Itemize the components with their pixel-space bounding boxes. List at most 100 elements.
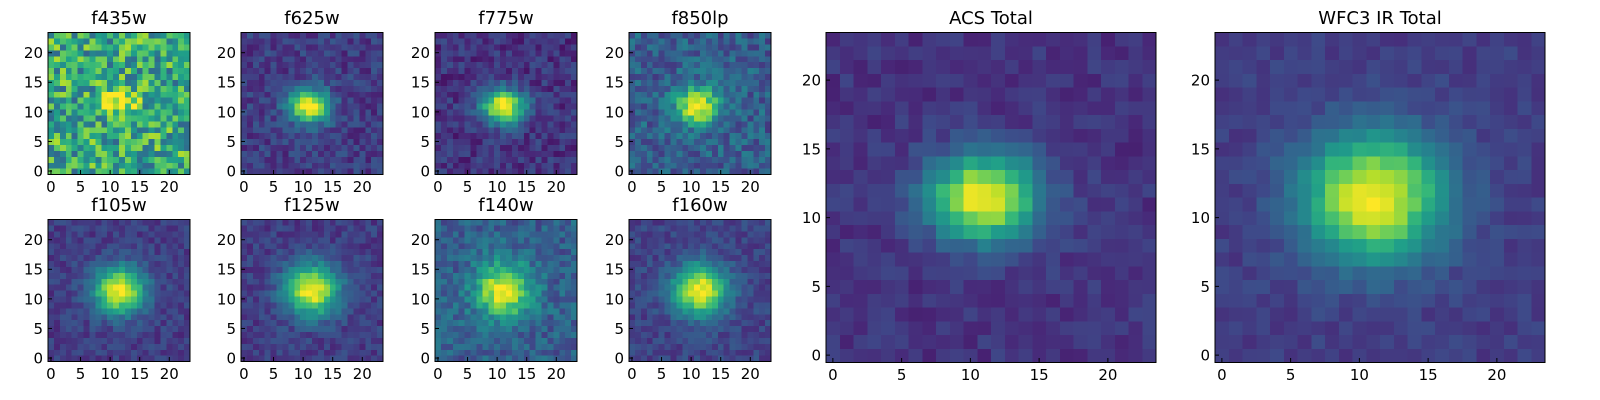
heatmap-cell: [658, 91, 666, 98]
heatmap-cell: [759, 126, 766, 134]
heatmap-cell: [89, 108, 96, 116]
heatmap-cell: [511, 108, 519, 116]
heatmap-cell: [276, 162, 284, 169]
heatmap-cell: [300, 108, 307, 116]
heatmap-cell: [446, 126, 454, 134]
heatmap-cell: [688, 290, 695, 297]
heatmap-cell: [353, 114, 360, 122]
heatmap-cell: [59, 313, 67, 321]
heatmap-cell: [711, 132, 719, 140]
heatmap-cell: [258, 144, 266, 151]
heatmap-cell: [276, 260, 284, 267]
heatmap-cell: [288, 150, 295, 157]
heatmap-cell: [264, 337, 272, 344]
heatmap-cell: [95, 73, 102, 80]
heatmap-cell: [258, 290, 266, 297]
heatmap-cell: [89, 301, 96, 309]
heatmap-cell: [178, 230, 185, 238]
heatmap-cell: [476, 79, 483, 86]
heatmap-cell: [130, 103, 138, 110]
heatmap-cell: [1032, 334, 1047, 349]
heatmap-cell: [452, 325, 460, 333]
heatmap-cell: [178, 325, 185, 333]
heatmap-cell: [335, 162, 343, 169]
heatmap-cell: [646, 132, 654, 140]
heatmap-cell: [83, 85, 91, 92]
heatmap-cell: [323, 55, 331, 63]
heatmap-cell: [48, 73, 55, 80]
heatmap-cell: [95, 254, 102, 262]
heatmap-cell: [500, 61, 507, 69]
heatmap-cell: [452, 290, 460, 297]
heatmap-cell: [529, 224, 537, 232]
heatmap-cell: [664, 43, 672, 51]
heatmap-cell: [113, 242, 120, 250]
heatmap-cell: [377, 79, 384, 86]
heatmap-cell: [300, 224, 307, 232]
heatmap-cell: [723, 55, 731, 63]
heatmap-cell: [711, 126, 719, 134]
heatmap-cell: [676, 254, 683, 262]
heatmap-cell: [853, 293, 868, 308]
heatmap-cell: [488, 337, 495, 344]
heatmap-cell: [124, 355, 132, 362]
heatmap-cell: [48, 248, 55, 256]
heatmap-cell: [1004, 293, 1020, 308]
heatmap-cell: [71, 319, 79, 327]
heatmap-cell: [458, 168, 466, 175]
heatmap-cell: [652, 49, 660, 57]
heatmap-cell: [464, 260, 472, 267]
heatmap-cell: [440, 97, 448, 104]
heatmap-cell: [119, 325, 126, 333]
heatmap-cell: [523, 97, 531, 104]
heatmap-cell: [640, 278, 648, 285]
heatmap-cell: [71, 278, 79, 285]
heatmap-cell: [747, 55, 754, 63]
heatmap-cell: [640, 248, 648, 256]
heatmap-cell: [559, 224, 566, 232]
heatmap-cell: [107, 138, 114, 146]
heatmap-cell: [500, 307, 507, 315]
x-tick-label: 0: [433, 178, 443, 196]
heatmap-cell: [353, 79, 360, 86]
heatmap-cell: [178, 103, 185, 110]
heatmap-cell: [747, 325, 754, 333]
heatmap-cell: [664, 61, 672, 69]
heatmap-cell: [270, 97, 278, 104]
heatmap-cell: [523, 230, 531, 238]
heatmap-cell: [335, 43, 343, 51]
heatmap-cell: [476, 67, 483, 75]
heatmap-cell: [270, 144, 278, 151]
heatmap-cell: [494, 295, 501, 303]
heatmap-cell: [136, 295, 144, 303]
heatmap-cell: [741, 337, 748, 344]
heatmap-cell: [452, 120, 460, 128]
heatmap-cell: [547, 126, 554, 134]
heatmap-cell: [77, 32, 85, 39]
heatmap-cell: [77, 301, 85, 309]
heatmap-cell: [142, 337, 150, 344]
heatmap-cell: [711, 290, 719, 297]
heatmap-cell: [634, 290, 642, 297]
heatmap-cell: [53, 301, 61, 309]
heatmap-cell: [136, 156, 144, 163]
heatmap-cell: [646, 230, 654, 238]
heatmap-cell: [682, 144, 689, 151]
heatmap-cell: [323, 150, 331, 157]
heatmap-cell: [747, 295, 754, 303]
heatmap-cell: [142, 168, 150, 175]
heatmap-cell: [723, 85, 731, 92]
heatmap-cell: [629, 126, 636, 134]
heatmap-cell: [377, 108, 384, 116]
heatmap-cell: [1004, 252, 1020, 267]
heatmap-cell: [119, 307, 126, 315]
heatmap-cell: [353, 219, 360, 226]
heatmap-cell: [658, 301, 666, 309]
heatmap-cell: [488, 349, 495, 356]
heatmap-cell: [300, 236, 307, 244]
y-tick-label: 20: [605, 231, 624, 249]
heatmap-cell: [95, 61, 102, 69]
heatmap-cell: [670, 272, 677, 279]
heatmap-cell: [452, 79, 460, 86]
heatmap-cell: [166, 313, 173, 321]
